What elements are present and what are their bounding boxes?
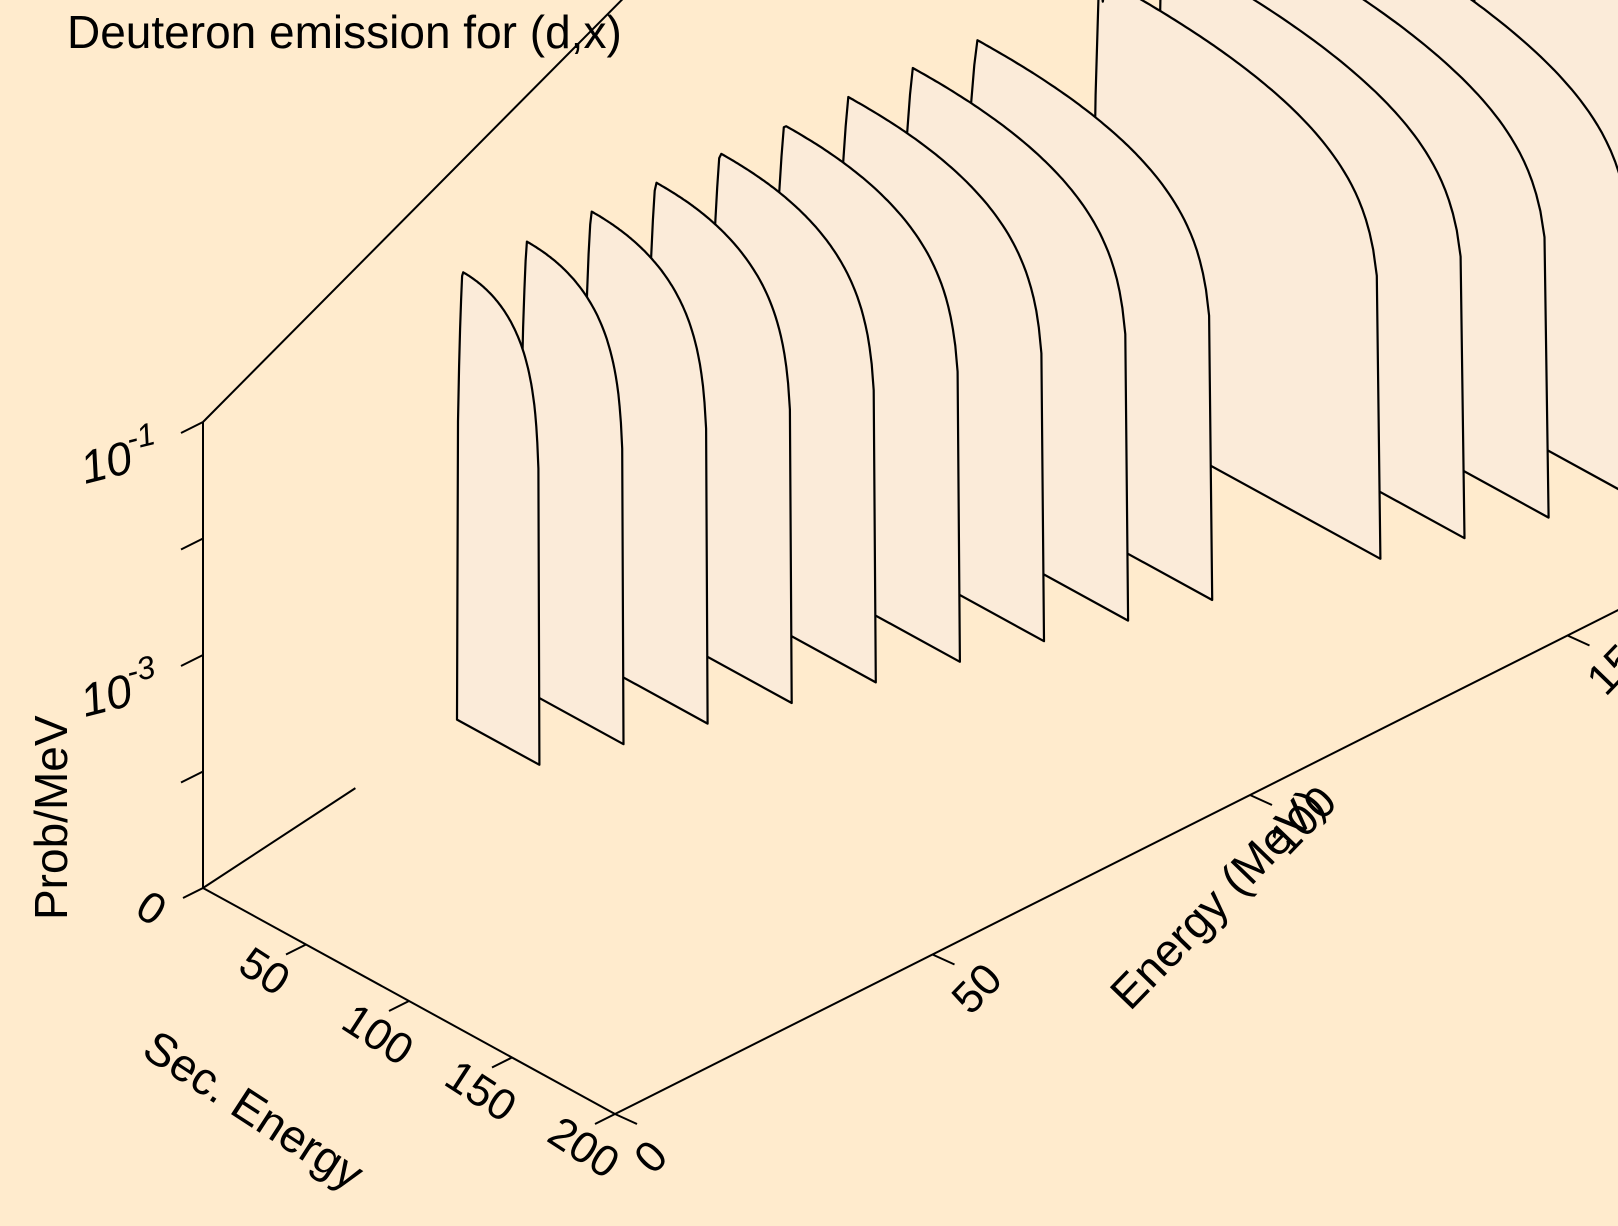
z-tick [932, 953, 955, 966]
series-curve [455, 271, 541, 766]
x-tick [594, 1113, 616, 1125]
z-tick [1249, 794, 1273, 806]
x-tick [388, 1000, 410, 1012]
y-tick [180, 770, 204, 784]
x-tick [491, 1056, 513, 1069]
series-curve [519, 240, 625, 746]
chart-title: Deuteron emission for (d,x) [67, 6, 622, 58]
y-axis-title: Prob/MeV [25, 715, 77, 920]
z-tick [1567, 634, 1590, 647]
y-tick [180, 421, 204, 434]
x-tick [182, 887, 204, 899]
y-tick [180, 537, 204, 551]
x-tick [285, 943, 307, 956]
series-group [455, 0, 1618, 766]
floor-left-line [202, 787, 356, 889]
y-tick [180, 654, 204, 667]
z-tick [614, 1113, 638, 1125]
back-wall-top-left [202, 0, 624, 423]
y-tick-label: 10-1 [73, 415, 165, 493]
